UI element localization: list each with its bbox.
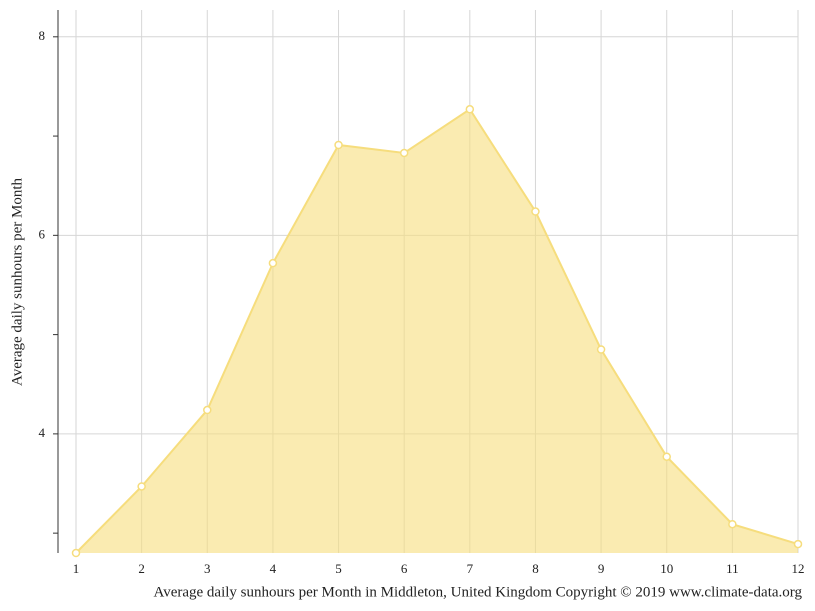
point [793,539,803,549]
area [76,109,798,553]
point [203,405,212,415]
line [75,107,799,554]
x-tick-label: 4 [270,561,277,576]
point [268,258,278,268]
x-tick-label: 10 [660,561,673,576]
x-tick-label: 1 [73,561,80,576]
x-tick-label: 5 [335,561,342,576]
y-axis-label: Average daily sunhours per Month [9,178,25,387]
x-tick-label: 7 [467,561,474,576]
point [531,207,540,216]
y-tick-label: 4 [39,425,46,440]
point [137,482,146,491]
chart-title: Average daily sunhours per Month in Midd… [153,584,802,600]
point [596,345,606,354]
point [465,105,475,114]
y-tick-label: 6 [39,226,46,241]
x-tick-label: 8 [532,561,539,576]
point [334,140,343,150]
x-tick-label: 12 [792,561,805,576]
x-tick-label: 3 [204,561,211,576]
y-tick-label: 8 [39,28,46,43]
x-tick-label: 2 [138,561,145,576]
x-tick-label: 6 [401,561,408,576]
point [662,452,671,461]
x-tick-label: 11 [726,561,739,576]
point [71,548,81,558]
x-tick-label: 9 [598,561,605,576]
point [399,148,409,158]
point [728,519,737,529]
